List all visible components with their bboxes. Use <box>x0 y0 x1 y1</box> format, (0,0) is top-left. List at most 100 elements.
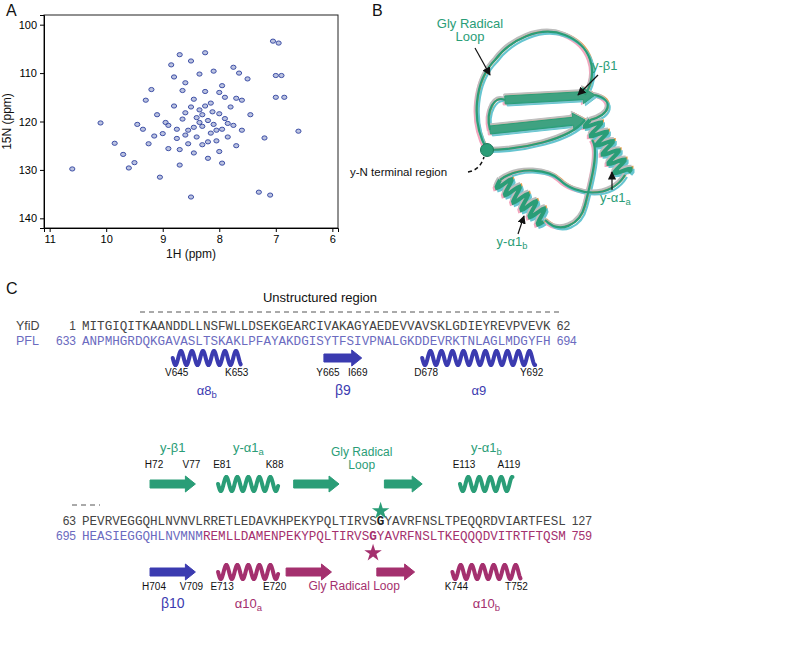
sequence-segment: YAVRFNSLTKEQQQDVITRTFTQSM <box>377 530 566 544</box>
peak <box>166 123 171 127</box>
peak <box>236 71 241 75</box>
peak <box>210 110 215 114</box>
gly-radical-atom <box>481 144 494 157</box>
peak <box>191 125 196 129</box>
peak <box>270 39 275 43</box>
structure-label: y-β1 <box>592 58 618 73</box>
element-name: β10 <box>161 595 185 611</box>
loop-label: Gly Radical <box>331 445 392 459</box>
y-tick: 130 <box>19 164 44 176</box>
x-tick: 7 <box>273 228 279 245</box>
residue-label: Y692 <box>520 367 544 378</box>
sequence-segment: MITGIQITKAANDDLLNSFWLLDSEKGEARCIVAKAGYAE… <box>82 320 551 334</box>
peak <box>191 97 196 101</box>
peak <box>70 167 75 171</box>
structure-label: y-α1b <box>497 234 528 251</box>
element-name-sub: a <box>257 602 263 613</box>
x-tick-mark <box>50 228 51 232</box>
peak <box>203 51 208 55</box>
peak <box>245 77 250 81</box>
peak <box>205 156 210 160</box>
element-name-sub: b <box>211 389 216 400</box>
strand-shape <box>286 564 331 580</box>
strand-shape <box>294 476 339 492</box>
peak <box>171 104 176 108</box>
structure-model <box>479 34 633 229</box>
panel-label: C <box>6 280 18 297</box>
x-tick: 6 <box>330 228 336 245</box>
structure-model <box>477 32 631 227</box>
continuation-dashes <box>72 505 100 506</box>
peak <box>121 152 126 156</box>
y-tick-mark <box>40 25 44 26</box>
residue-label: E713 <box>210 581 234 592</box>
peak <box>231 123 236 127</box>
peak <box>197 72 202 76</box>
element-name-text: y-β1 <box>160 440 186 455</box>
residue-label: H72 <box>145 459 164 470</box>
peak <box>239 128 244 132</box>
strand-shape <box>324 350 362 366</box>
peak <box>231 65 236 69</box>
structure-model <box>478 31 632 226</box>
peak <box>205 140 210 144</box>
element-name-sub: a <box>258 446 264 457</box>
x-tick-mark <box>219 228 220 232</box>
row-end: 62 <box>557 319 571 333</box>
row-start: 633 <box>56 334 76 348</box>
peak <box>191 151 196 155</box>
peak <box>208 131 213 135</box>
strand-shape <box>377 564 415 580</box>
residue-label: K653 <box>225 367 249 378</box>
structure-helix <box>497 179 545 224</box>
peak <box>152 134 157 138</box>
residue-label: K744 <box>445 581 469 592</box>
element-name-text: α10 <box>235 596 257 611</box>
structure-element: D678Y692α9 <box>414 351 543 398</box>
peak <box>197 120 202 124</box>
strand-shape <box>384 476 422 492</box>
structure-element: Gly RadicalLoop <box>294 445 423 492</box>
peak <box>222 95 227 99</box>
structure-pointer <box>611 172 612 190</box>
x-axis: 11109876 <box>44 228 338 245</box>
x-tick-label: 7 <box>273 233 279 245</box>
peak <box>126 166 131 170</box>
gly-star <box>372 502 389 519</box>
peak <box>214 128 219 132</box>
y-tick-label: 100 <box>19 19 37 31</box>
peak <box>188 59 193 63</box>
helix-shape <box>422 351 535 365</box>
element-name: β9 <box>335 382 351 398</box>
structure-label: Loop <box>456 29 485 44</box>
element-name-text: β10 <box>161 595 185 611</box>
structure-strand <box>490 113 585 134</box>
residue-label: T752 <box>505 581 528 592</box>
element-name-text: β9 <box>335 382 351 398</box>
row-end: 759 <box>572 529 592 543</box>
element-name-sub: b <box>497 446 502 457</box>
element-name: y-α1a <box>233 440 265 457</box>
structure-pointer <box>578 75 598 95</box>
y-tick-label: 130 <box>19 164 37 176</box>
peak <box>132 161 137 165</box>
structure-label: y-α1a <box>600 190 632 207</box>
y-tick-label: 110 <box>19 67 37 79</box>
loop-label: Loop <box>348 458 375 472</box>
x-tick: 11 <box>44 228 55 245</box>
peak <box>222 116 227 120</box>
peak <box>273 95 278 99</box>
structure-label-text: y-α1 <box>497 234 523 249</box>
peak <box>112 141 117 145</box>
element-name-text: y-α1 <box>233 440 259 455</box>
peak <box>98 121 103 125</box>
x-axis-title: 1H (ppm) <box>166 247 216 261</box>
residue-label: V645 <box>165 367 189 378</box>
structure: Gly RadicalLoopy-β1y-α1ay-α1by-N termina… <box>350 16 633 251</box>
structure-element: Gly Radical Loop <box>286 564 415 593</box>
structure-label: y-N terminal region <box>350 166 447 178</box>
structure-element: H72V77y-β1 <box>145 440 201 492</box>
sequence-segment: G <box>377 515 385 529</box>
element-name: α10b <box>473 596 500 613</box>
y-tick: 140 <box>19 212 44 224</box>
